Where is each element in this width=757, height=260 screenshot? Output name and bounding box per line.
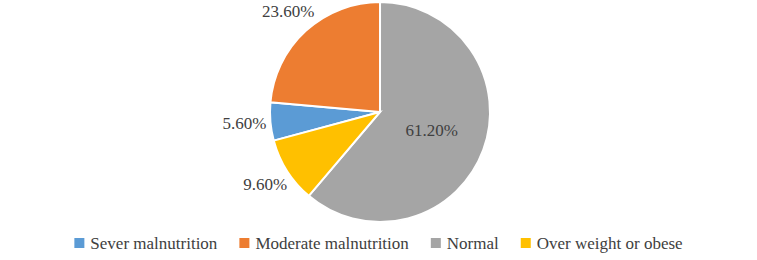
chart: 5.60% 23.60% 61.20% 9.60% Sever malnutrition… <box>0 0 757 260</box>
legend-marker <box>431 238 441 248</box>
data-label: 9.60% <box>243 175 287 194</box>
data-label: 61.20% <box>405 121 457 140</box>
legend-item: Normal <box>431 234 499 253</box>
legend-marker <box>521 238 531 248</box>
data-labels: 5.60% 23.60% 61.20% 9.60% <box>223 2 458 194</box>
data-label: 5.60% <box>223 114 267 133</box>
legend-marker <box>74 238 84 248</box>
legend-label: Sever malnutrition <box>90 234 218 253</box>
slice <box>309 2 490 222</box>
legend-item: Over weight or obese <box>521 234 683 253</box>
legend-item: Moderate malnutrition <box>239 234 409 253</box>
slice <box>274 112 380 196</box>
legend-label: Over weight or obese <box>537 234 683 253</box>
legend-label: Moderate malnutrition <box>255 234 409 253</box>
legend: Sever malnutrition Moderate malnutrition N… <box>74 234 682 253</box>
data-label: 23.60% <box>262 2 314 21</box>
legend-marker <box>239 238 249 248</box>
legend-item: Sever malnutrition <box>74 234 218 253</box>
legend-label: Normal <box>447 234 499 253</box>
slices <box>270 2 490 222</box>
